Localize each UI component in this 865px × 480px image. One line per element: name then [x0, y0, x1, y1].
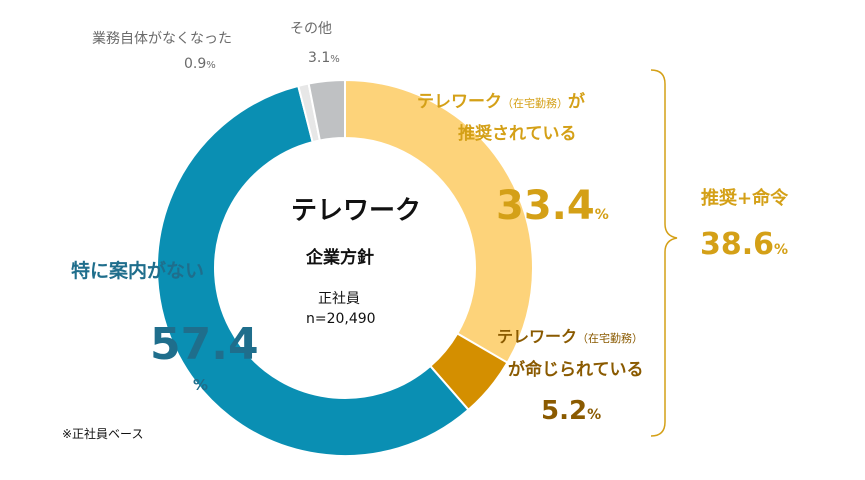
bracket-label: 推奨+命令: [701, 188, 789, 209]
value-other-number: 3.1: [308, 50, 331, 66]
label-recommended-tail: が: [568, 92, 585, 112]
value-other: 3.1%: [308, 51, 340, 65]
donut-slices: [156, 78, 534, 457]
slice-recommended: [344, 78, 534, 365]
bracket-value-unit: %: [774, 242, 789, 258]
label-mandated-line2: が命じられている: [508, 360, 644, 380]
slice-none: [156, 84, 470, 457]
center-subtitle: 企業方針: [306, 248, 374, 268]
label-gone: 業務自体がなくなった: [92, 31, 232, 47]
label-recommended-line2: 推奨されている: [458, 124, 577, 144]
value-other-unit: %: [330, 54, 340, 65]
bracket-value-number: 38.6: [700, 227, 775, 262]
value-mandated-unit: %: [587, 407, 602, 423]
value-none-unit: %: [193, 376, 209, 394]
value-recommended-number: 33.4: [496, 183, 595, 229]
value-gone: 0.9%: [184, 57, 216, 71]
label-mandated-main: テレワーク: [497, 327, 578, 346]
total-bracket: [650, 69, 678, 437]
label-recommended-main: テレワーク: [417, 92, 502, 112]
label-recommended-line1: テレワーク（在宅勤務）が: [417, 94, 585, 111]
label-recommended-small: （在宅勤務）: [502, 97, 568, 110]
value-gone-unit: %: [206, 60, 216, 71]
center-title: テレワーク: [291, 196, 422, 226]
value-mandated: 5.2%: [541, 398, 601, 424]
footnote: ※正社員ベース: [62, 427, 144, 441]
center-n: n=20,490: [306, 311, 376, 327]
label-mandated-line1: テレワーク（在宅勤務）: [497, 329, 643, 345]
value-recommended: 33.4%: [496, 186, 609, 226]
label-none: 特に案内がない: [71, 260, 205, 282]
label-other: その他: [290, 21, 332, 37]
value-recommended-unit: %: [594, 207, 609, 223]
value-gone-number: 0.9: [184, 56, 207, 72]
center-base: 正社員: [318, 291, 360, 307]
slice-other: [307, 78, 346, 142]
label-mandated-small: （在宅勤務）: [577, 332, 644, 345]
bracket-value: 38.6%: [700, 230, 788, 260]
value-none-number: 57.4: [150, 319, 259, 370]
value-mandated-number: 5.2: [541, 396, 588, 426]
